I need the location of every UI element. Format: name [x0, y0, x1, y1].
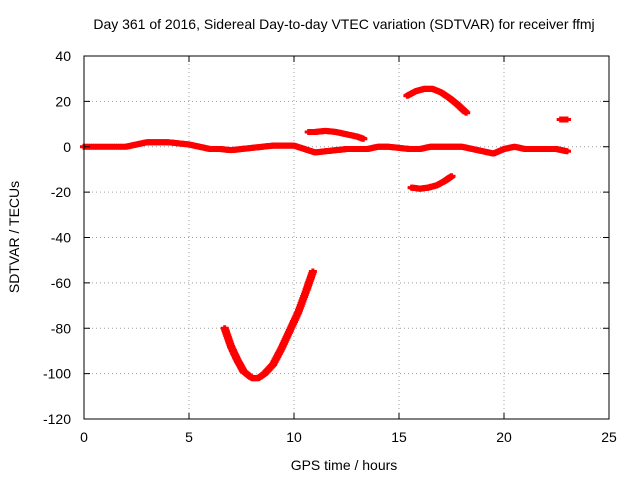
data-segment	[403, 85, 471, 116]
grid-lines	[84, 56, 609, 419]
x-tick-label: 20	[496, 429, 512, 445]
y-tick-label: 0	[63, 139, 71, 155]
data-point	[462, 109, 471, 116]
y-tick-labels: -120 -100 -80 -60 -40 -20 0 20 40	[43, 48, 71, 427]
x-tick-label: 15	[391, 429, 407, 445]
data-segment	[407, 173, 456, 192]
x-tick-label: 0	[80, 429, 88, 445]
y-tick-label: 20	[55, 93, 71, 109]
chart-title: Day 361 of 2016, Sidereal Day-to-day VTE…	[93, 16, 594, 32]
x-tick-label: 5	[185, 429, 193, 445]
data-markers	[80, 85, 571, 382]
data-point	[447, 173, 456, 180]
y-tick-label: -120	[43, 411, 71, 427]
data-segment	[220, 268, 317, 382]
data-segment	[304, 127, 368, 142]
y-tick-label: 40	[55, 48, 71, 64]
y-tick-label: -20	[51, 184, 71, 200]
y-axis-label: SDTVAR / TECUs	[6, 181, 22, 293]
y-tick-label: -80	[51, 320, 71, 336]
y-tick-label: -40	[51, 230, 71, 246]
y-tick-label: -60	[51, 275, 71, 291]
y-tick-label: -100	[43, 366, 71, 382]
x-tick-label: 25	[601, 429, 617, 445]
x-tick-labels: 0 5 10 15 20 25	[80, 429, 617, 445]
data-point	[359, 135, 368, 142]
data-segment	[80, 139, 571, 157]
data-point	[563, 148, 571, 155]
data-segment	[556, 116, 571, 123]
plot-frame	[83, 55, 610, 420]
axis-ticks	[83, 55, 610, 420]
data-point	[308, 268, 317, 275]
x-axis-label: GPS time / hours	[291, 457, 398, 473]
data-point	[563, 116, 571, 123]
x-tick-label: 10	[286, 429, 302, 445]
